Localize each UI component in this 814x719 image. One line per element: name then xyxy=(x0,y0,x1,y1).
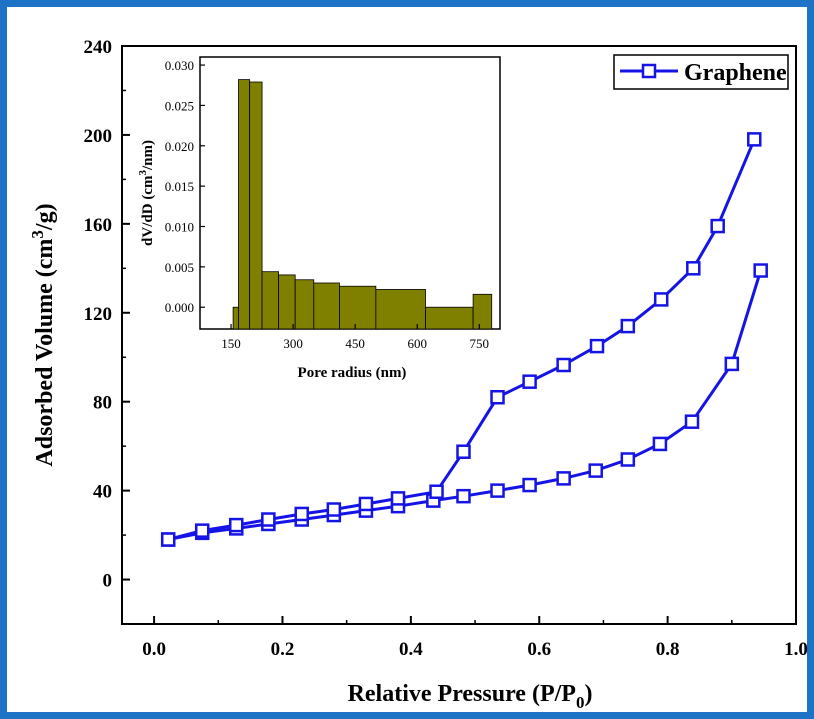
data-point-desorption xyxy=(490,389,505,405)
histogram-bar xyxy=(232,306,239,330)
x-tick-label: 0.0 xyxy=(142,639,166,660)
histogram-bar xyxy=(313,282,340,330)
data-point-desorption xyxy=(390,491,406,506)
data-point-adsorption xyxy=(490,483,505,498)
histogram-bar xyxy=(375,289,426,330)
histogram-bar xyxy=(294,279,315,330)
inset-x-axis-title: Pore radius (nm) xyxy=(298,365,407,381)
data-point-desorption xyxy=(522,374,537,389)
inset-y-tick-label: 0.000 xyxy=(165,300,194,315)
y-tick-label: 240 xyxy=(84,37,113,58)
x-tick-label: 1.0 xyxy=(784,639,808,660)
histogram-bar xyxy=(339,285,377,330)
data-point-desorption xyxy=(620,318,636,334)
data-point-desorption xyxy=(747,132,762,147)
inset-y-axis-title: dV/dD (cm3/nm) xyxy=(137,140,156,246)
inset-chart: 150 300 450 600 750 0.000 0.005 0.010 0.015 0.020… xyxy=(137,56,501,381)
inset-x-tick-label: 150 xyxy=(221,336,241,351)
data-point-adsorption xyxy=(456,488,471,504)
data-point-desorption xyxy=(710,218,725,234)
data-point-desorption xyxy=(261,512,276,527)
data-point-desorption xyxy=(456,444,471,459)
y-tick-label: 160 xyxy=(84,215,113,236)
data-point-adsorption xyxy=(724,356,740,372)
histogram-bar xyxy=(261,271,280,330)
x-tick-label: 0.6 xyxy=(527,639,551,660)
data-point-adsorption xyxy=(588,463,603,478)
inset-y-tick-label: 0.025 xyxy=(165,98,194,113)
data-point-desorption xyxy=(589,338,605,354)
data-point-desorption xyxy=(326,502,342,517)
legend: Graphene xyxy=(613,54,789,90)
data-point-desorption xyxy=(686,261,701,276)
x-tick-label: 0.8 xyxy=(656,639,680,660)
main-plot-frame xyxy=(121,45,797,625)
histogram-bar xyxy=(249,81,263,330)
inset-y-tick-label: 0.010 xyxy=(165,219,194,234)
inset-y-tick-label: 0.030 xyxy=(165,58,194,73)
histogram-bar xyxy=(238,79,251,330)
inset-y-tick-label: 0.015 xyxy=(165,179,194,194)
y-tick-label: 200 xyxy=(84,126,113,147)
data-point-adsorption xyxy=(522,477,537,493)
y-tick-label: 120 xyxy=(84,304,113,325)
histogram-bar xyxy=(425,306,474,330)
inset-x-tick-label: 300 xyxy=(283,336,303,351)
data-point-adsorption xyxy=(556,471,571,486)
data-point-desorption xyxy=(294,506,309,522)
inset-axis-ticks: 150 300 450 600 750 0.000 0.005 0.010 0.015 0.020… xyxy=(165,58,489,351)
data-point-adsorption xyxy=(753,263,768,278)
inset-y-tick-label: 0.020 xyxy=(165,139,194,154)
data-point-desorption xyxy=(194,523,210,538)
data-point-desorption xyxy=(429,484,444,499)
x-tick-label: 0.4 xyxy=(399,639,423,660)
inset-x-tick-label: 750 xyxy=(470,336,490,351)
inset-y-tick-label: 0.005 xyxy=(165,260,194,275)
data-point-adsorption xyxy=(620,452,636,467)
main-series-layer xyxy=(160,132,768,547)
main-axis-ticks: 0.0 0.2 0.4 0.6 0.8 1.0 0 40 80 120 160 200 240 xyxy=(84,37,808,660)
data-point-desorption xyxy=(160,532,176,547)
inset-x-tick-label: 600 xyxy=(407,336,427,351)
data-point-desorption xyxy=(229,517,244,533)
x-axis-title: Relative Pressure (P/P0) xyxy=(348,681,593,712)
inset-bars-layer xyxy=(232,79,493,330)
data-point-adsorption xyxy=(652,436,668,452)
legend-marker-sample xyxy=(641,63,657,79)
x-tick-label: 0.2 xyxy=(271,639,295,660)
data-point-desorption xyxy=(653,292,669,307)
y-tick-label: 40 xyxy=(93,482,112,503)
data-point-desorption xyxy=(556,357,571,373)
legend-label-graphene: Graphene xyxy=(684,60,787,86)
data-point-desorption xyxy=(358,496,374,512)
data-point-adsorption xyxy=(684,414,700,429)
histogram-bar xyxy=(278,274,296,330)
y-tick-label: 0 xyxy=(103,571,113,592)
y-tick-label: 80 xyxy=(93,393,112,414)
y-axis-title: Adsorbed Volume (cm3/g) xyxy=(28,203,58,466)
inset-x-tick-label: 450 xyxy=(345,336,365,351)
histogram-bar xyxy=(472,293,493,330)
